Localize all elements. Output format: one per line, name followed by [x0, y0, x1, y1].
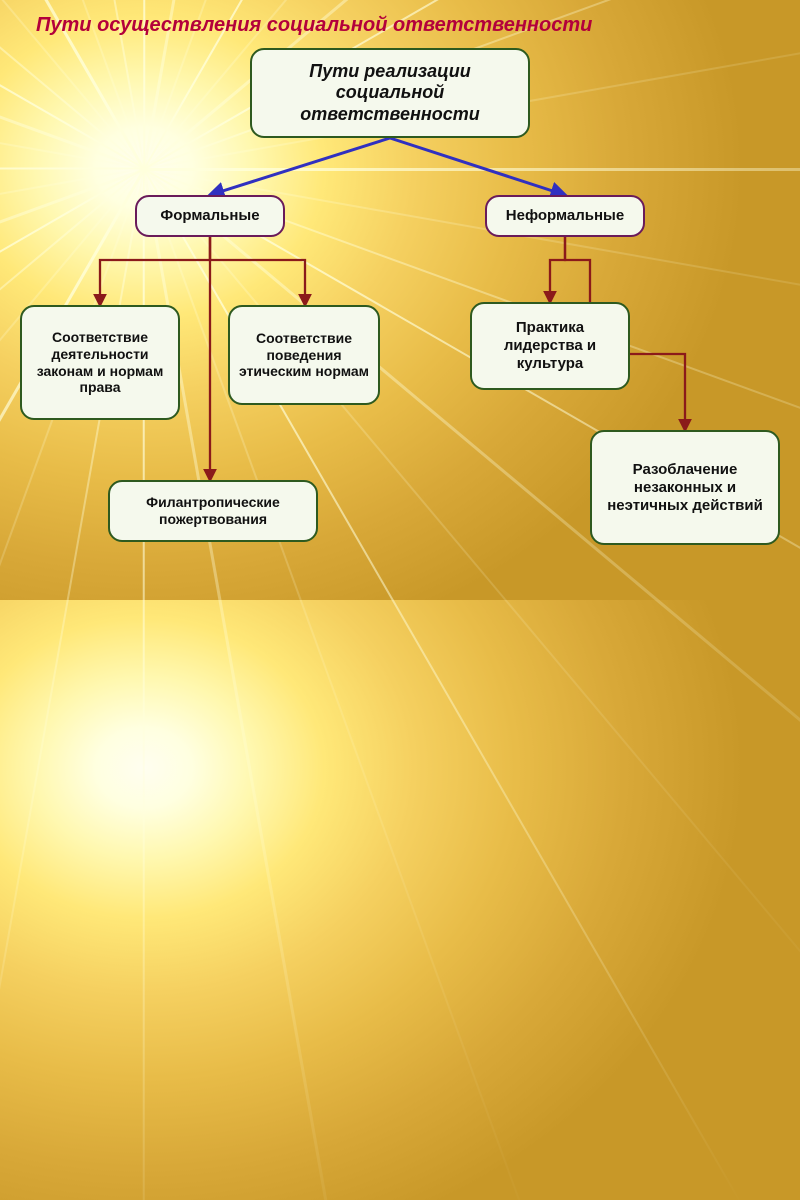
box-formal: Формальные — [135, 195, 285, 237]
box-root: Пути реализации социальной ответственнос… — [250, 48, 530, 138]
box-laws: Соответствие деятельности законам и норм… — [20, 305, 180, 420]
box-leader: Практика лидерства и культура — [470, 302, 630, 390]
box-expose: Разоблачение незаконных и неэтичных дейс… — [590, 430, 780, 545]
box-informal: Неформальные — [485, 195, 645, 237]
box-ethics: Соответствие поведения этическим нормам — [228, 305, 380, 405]
page-title: Пути осуществления социальной ответствен… — [36, 14, 592, 37]
box-philant: Филантропические пожертвования — [108, 480, 318, 542]
